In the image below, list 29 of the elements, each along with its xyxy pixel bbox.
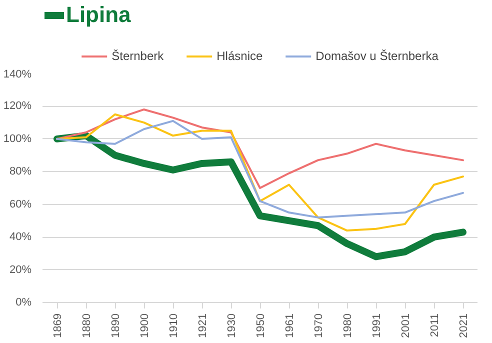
y-tick-label: 0% [16, 296, 32, 308]
legend-label: Hlásnice [216, 49, 263, 63]
y-tick-label: 100% [3, 132, 32, 145]
x-tick-label: 1961 [284, 313, 296, 338]
x-tick-label: 1991 [371, 313, 383, 338]
y-tick-label: 140% [3, 68, 32, 80]
x-tick-label: 1930 [226, 313, 238, 338]
legend-label: Šternberk [112, 49, 164, 63]
x-tick-label: 2001 [400, 313, 412, 338]
line-series [56, 120, 464, 218]
y-tick-label: 20% [9, 264, 32, 276]
x-tick-label: 1970 [313, 313, 325, 338]
legend-label: Lipina [66, 2, 131, 28]
x-tick-label: 1910 [168, 313, 180, 338]
x-tick-label: 1880 [81, 313, 93, 338]
x-tick-label: 1950 [255, 313, 267, 338]
y-tick-label: 80% [9, 166, 32, 178]
line-series [56, 108, 464, 189]
legend-label: Domašov u Šternberka [316, 49, 438, 63]
x-tick-label: 1869 [52, 313, 64, 338]
x-tick-label: 1890 [110, 313, 122, 338]
y-tick-label: 40% [9, 231, 32, 244]
x-tick-label: 2021 [458, 313, 470, 338]
x-tick-label: 1980 [342, 313, 354, 338]
y-tick-label: 120% [3, 100, 32, 112]
x-tick-label: 1921 [197, 313, 209, 338]
x-tick-label: 1900 [139, 313, 151, 338]
x-tick-label: 2011 [429, 314, 441, 338]
y-tick-label: 60% [9, 198, 32, 210]
